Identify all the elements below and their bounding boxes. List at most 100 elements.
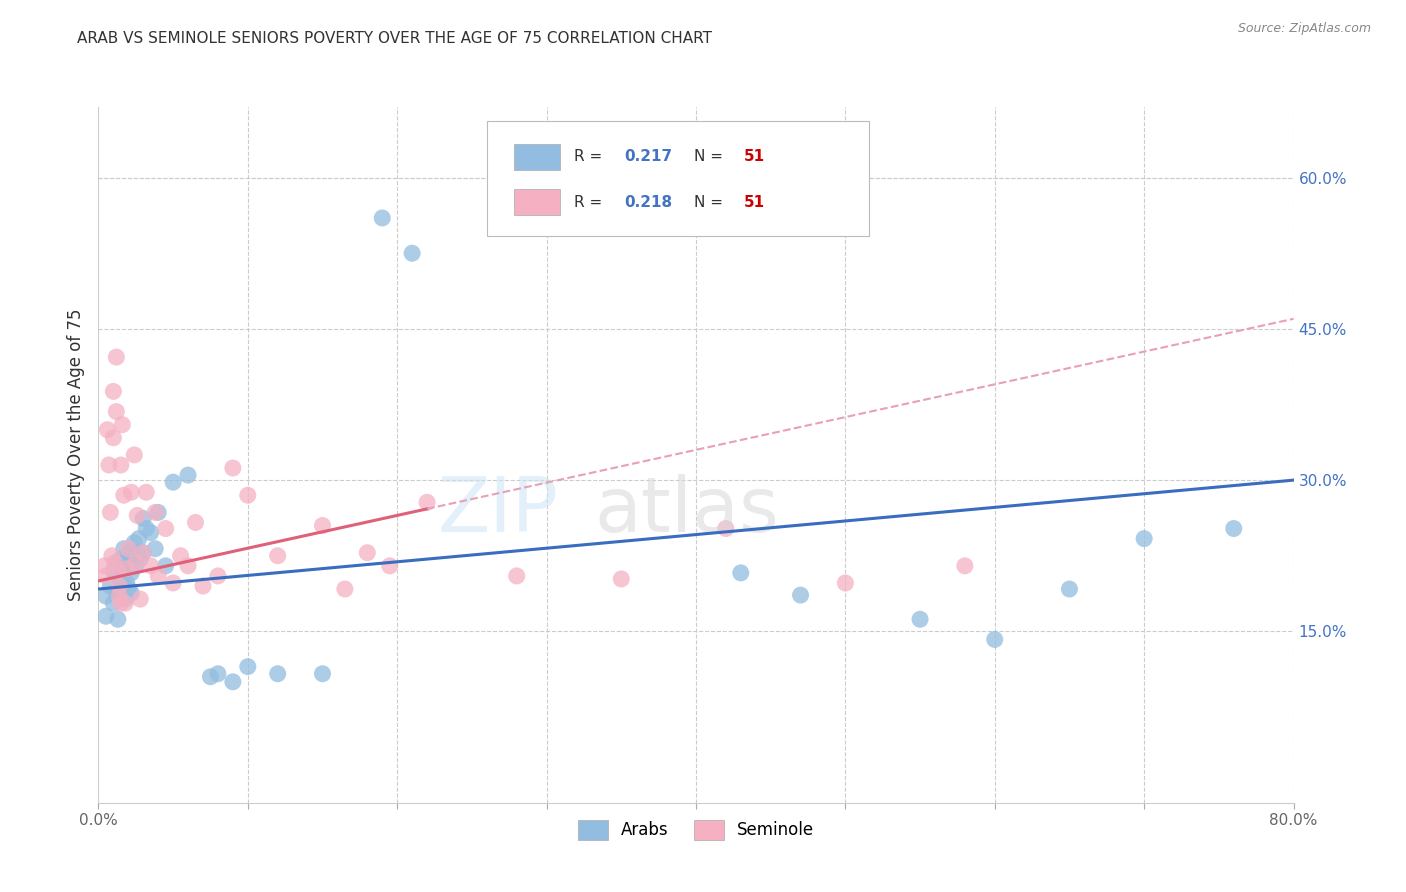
Point xyxy=(132,546,155,560)
Point xyxy=(356,546,378,560)
Point xyxy=(148,569,170,583)
Point xyxy=(416,495,439,509)
Point xyxy=(984,632,1007,647)
Point xyxy=(124,448,146,462)
Text: 0.218: 0.218 xyxy=(624,194,672,210)
Point xyxy=(311,518,333,533)
Point xyxy=(105,584,128,599)
Point xyxy=(610,572,633,586)
Y-axis label: Seniors Poverty Over the Age of 75: Seniors Poverty Over the Age of 75 xyxy=(66,309,84,601)
Point xyxy=(162,576,184,591)
Point xyxy=(108,589,131,603)
Text: 0.217: 0.217 xyxy=(624,149,672,164)
Point xyxy=(311,666,333,681)
Point xyxy=(139,558,162,573)
Point xyxy=(96,423,118,437)
Point xyxy=(107,612,129,626)
Point xyxy=(236,488,259,502)
Point xyxy=(110,586,132,600)
Point xyxy=(191,579,214,593)
Point xyxy=(908,612,931,626)
Point xyxy=(139,525,162,540)
Point xyxy=(124,535,146,549)
Point xyxy=(105,350,128,364)
Point xyxy=(143,541,166,556)
FancyBboxPatch shape xyxy=(486,121,869,235)
Point xyxy=(1223,522,1246,536)
Point xyxy=(94,609,117,624)
Point xyxy=(112,488,135,502)
Point xyxy=(267,549,290,563)
Point xyxy=(135,485,157,500)
Point xyxy=(200,670,222,684)
Point xyxy=(114,596,136,610)
Text: ZIP: ZIP xyxy=(437,474,558,548)
Point xyxy=(177,468,200,483)
Point xyxy=(125,556,148,570)
Text: atlas: atlas xyxy=(595,474,779,548)
Point xyxy=(103,384,125,399)
Point xyxy=(207,666,229,681)
Point xyxy=(789,588,811,602)
Point xyxy=(143,505,166,519)
Point xyxy=(953,558,976,573)
Point xyxy=(1133,532,1156,546)
Bar xyxy=(515,144,560,170)
Point xyxy=(98,579,122,593)
Point xyxy=(94,589,117,603)
Point xyxy=(103,564,125,578)
Point xyxy=(110,551,132,566)
Text: ARAB VS SEMINOLE SENIORS POVERTY OVER THE AGE OF 75 CORRELATION CHART: ARAB VS SEMINOLE SENIORS POVERTY OVER TH… xyxy=(77,31,713,46)
Point xyxy=(115,562,138,576)
Point xyxy=(401,246,423,260)
Point xyxy=(111,417,134,432)
Point xyxy=(236,659,259,673)
Text: R =: R = xyxy=(574,149,607,164)
Point xyxy=(111,576,134,591)
Point xyxy=(108,569,131,583)
Point xyxy=(132,546,155,560)
Point xyxy=(120,485,142,500)
Legend: Arabs, Seminole: Arabs, Seminole xyxy=(571,813,821,847)
Point xyxy=(129,551,152,566)
Point xyxy=(162,475,184,490)
Point xyxy=(129,592,152,607)
Point xyxy=(125,558,148,573)
Point xyxy=(135,522,157,536)
Point xyxy=(371,211,394,225)
Text: Source: ZipAtlas.com: Source: ZipAtlas.com xyxy=(1237,22,1371,36)
Point xyxy=(98,505,122,519)
Point xyxy=(333,582,356,596)
Point xyxy=(93,558,115,573)
Point xyxy=(169,549,191,563)
Point xyxy=(207,569,229,583)
Point xyxy=(184,516,207,530)
Point xyxy=(1059,582,1081,596)
Text: 51: 51 xyxy=(744,149,765,164)
Point xyxy=(148,505,170,519)
Point xyxy=(105,404,128,418)
Point xyxy=(108,579,131,593)
Point xyxy=(110,596,132,610)
Point xyxy=(117,541,139,556)
Point xyxy=(267,666,290,681)
Point xyxy=(120,586,142,600)
Point xyxy=(155,558,177,573)
Point xyxy=(118,546,141,560)
Point xyxy=(115,576,138,591)
Text: N =: N = xyxy=(693,149,727,164)
Text: N =: N = xyxy=(693,194,727,210)
Point xyxy=(730,566,752,580)
Point xyxy=(128,532,150,546)
Text: R =: R = xyxy=(574,194,607,210)
Point xyxy=(155,522,177,536)
Point xyxy=(132,511,155,525)
Point xyxy=(105,556,128,570)
Point xyxy=(110,458,132,472)
Point xyxy=(112,541,135,556)
Point xyxy=(506,569,529,583)
Point xyxy=(127,508,149,523)
Bar xyxy=(515,189,560,215)
Point xyxy=(222,461,245,475)
Point xyxy=(103,596,125,610)
